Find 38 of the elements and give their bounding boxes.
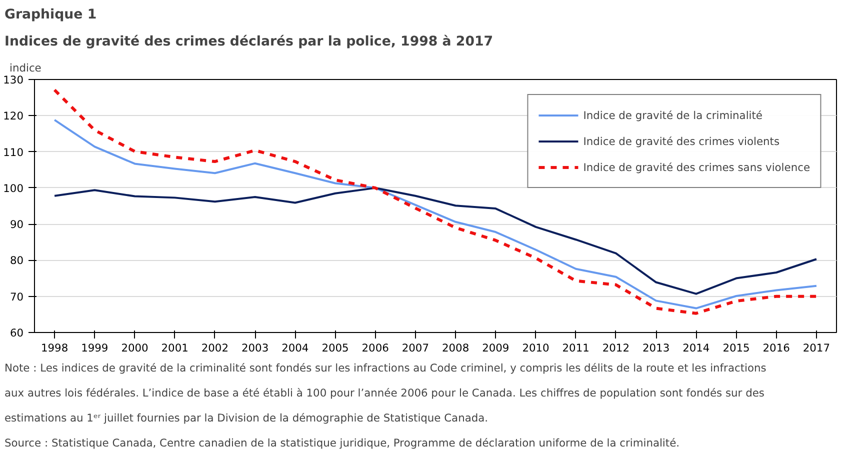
line-series: [53, 88, 818, 315]
x-tick-label: 2006: [362, 342, 390, 354]
x-tick-label: 2005: [322, 342, 349, 354]
y-axis-title: indice: [10, 62, 42, 74]
x-tick-label: 2001: [161, 342, 188, 354]
x-tick-label: 2013: [642, 342, 670, 354]
y-tick-label: 80: [10, 254, 24, 268]
y-tick-label: 60: [10, 326, 24, 340]
y-tick-label: 100: [3, 182, 24, 195]
y-tick-label: 70: [10, 290, 24, 304]
chart-subtitle: Indices de gravité des crimes déclarés par la police, 1998 à 2017: [4, 34, 494, 50]
y-tick-label: 90: [10, 218, 24, 232]
x-tick-label: 2008: [442, 342, 470, 354]
y-tick-label: 130: [3, 74, 24, 86]
x-tick-label: 2003: [241, 342, 269, 354]
text: Note : Les indices de gravité de la criminalité sont fondés sur les infractions au Code criminel, y compris les délits de la route et les infractions aux autres lois fédérales. L’indice de base a été établi à 100 pour l’année 2006 pour le Canada. Les chiffres de population sont fondés sur des estimations au 1ᵉʳ juillet fournies par la Division de la démographie de Statistique Canada.: [4, 362, 767, 424]
y-tick-label: 110: [3, 146, 24, 159]
x-tick-label: 2004: [282, 342, 309, 354]
y-tick-label: 120: [3, 110, 24, 123]
x-tick-label: 2012: [602, 342, 630, 354]
x-tick-label: 2007: [402, 342, 430, 354]
legend-label: Indice de gravité de la criminalité: [583, 108, 762, 122]
line-series: [54, 186, 818, 295]
x-tick-label: 2016: [762, 342, 790, 354]
x-tick-label: 1998: [40, 342, 68, 354]
x-tick-label: 2000: [121, 342, 149, 354]
chart-title: Graphique 1: [4, 8, 97, 22]
x-tick-label: 2002: [201, 342, 229, 354]
x-tick-label: 2014: [682, 342, 710, 354]
x-tick-label: 1999: [81, 342, 108, 354]
x-tick-label: 2011: [562, 342, 590, 354]
legend-label: Indice de gravité des crimes violents: [583, 134, 780, 148]
source-note: Source : Statistique Canada, Centre canadien de la statistique juridique, Programme de déclaration uniforme de la criminalité.: [4, 436, 680, 450]
x-tick-label: 2010: [522, 342, 550, 354]
x-tick-label: 2017: [802, 342, 830, 354]
legend-label: Indice de gravité des crimes sans violence: [583, 160, 810, 174]
x-tick-label: 2009: [482, 342, 510, 354]
x-tick-label: 2015: [722, 342, 750, 354]
